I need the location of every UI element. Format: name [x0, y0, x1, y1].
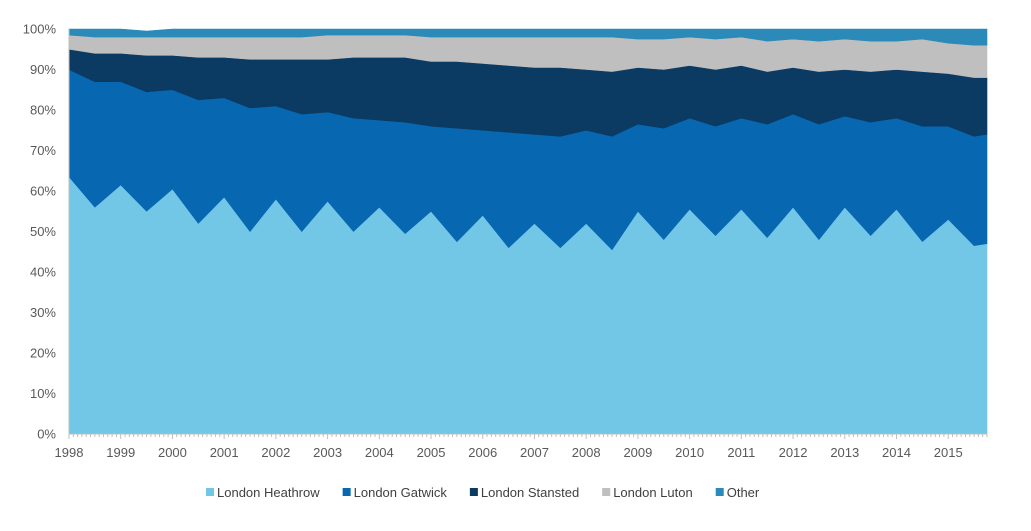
legend: London Heathrow London Gatwick London Stan… — [206, 485, 760, 500]
legend-label: London Gatwick — [354, 485, 448, 500]
x-tick-label: 2005 — [417, 445, 446, 460]
plot-areas — [68, 28, 988, 435]
x-tick-label: 2007 — [520, 445, 549, 460]
area-other — [68, 28, 988, 46]
legend-label: London Heathrow — [217, 485, 320, 500]
legend-swatch — [715, 488, 724, 496]
y-tick-label: 20% — [30, 346, 56, 361]
x-tick-label: 2000 — [158, 445, 187, 460]
y-tick-label: 30% — [30, 305, 56, 320]
x-tick-label: 2012 — [779, 445, 808, 460]
x-tick-label: 2003 — [313, 445, 342, 460]
y-tick-label: 60% — [30, 184, 56, 199]
y-tick-label: 40% — [30, 265, 56, 280]
x-tick-label: 2004 — [365, 445, 394, 460]
x-tick-label: 2010 — [675, 445, 704, 460]
legend-label: London Luton — [613, 485, 693, 500]
x-tick-label: 2002 — [261, 445, 290, 460]
x-tick-label: 2001 — [210, 445, 239, 460]
y-tick-label: 0% — [37, 427, 56, 442]
x-tick-label: 2014 — [882, 445, 911, 460]
x-tick-label: 1998 — [55, 445, 84, 460]
x-tick-label: 2006 — [468, 445, 497, 460]
x-tick-label: 1999 — [106, 445, 135, 460]
legend-swatch — [602, 488, 611, 496]
x-tick-label: 2015 — [934, 445, 963, 460]
x-tick-label: 2009 — [623, 445, 652, 460]
y-tick-label: 80% — [30, 103, 56, 118]
y-tick-label: 100% — [23, 22, 57, 37]
legend-swatch — [206, 488, 214, 496]
legend-swatch — [342, 488, 351, 496]
legend-label: Other — [727, 485, 760, 500]
legend-swatch — [469, 488, 478, 496]
y-tick-label: 50% — [30, 224, 56, 239]
legend-label: London Stansted — [481, 485, 579, 500]
x-tick-label: 2011 — [727, 445, 755, 460]
y-tick-label: 70% — [30, 143, 56, 158]
axes: 0% 10% 20% 30% 40% 50% 60% 70% 80% 90% 100% 1998 199… — [23, 22, 988, 460]
y-tick-label: 10% — [30, 386, 56, 401]
x-tick-label: 2008 — [572, 445, 601, 460]
x-tick-label: 2013 — [830, 445, 859, 460]
y-tick-label: 90% — [30, 62, 56, 77]
